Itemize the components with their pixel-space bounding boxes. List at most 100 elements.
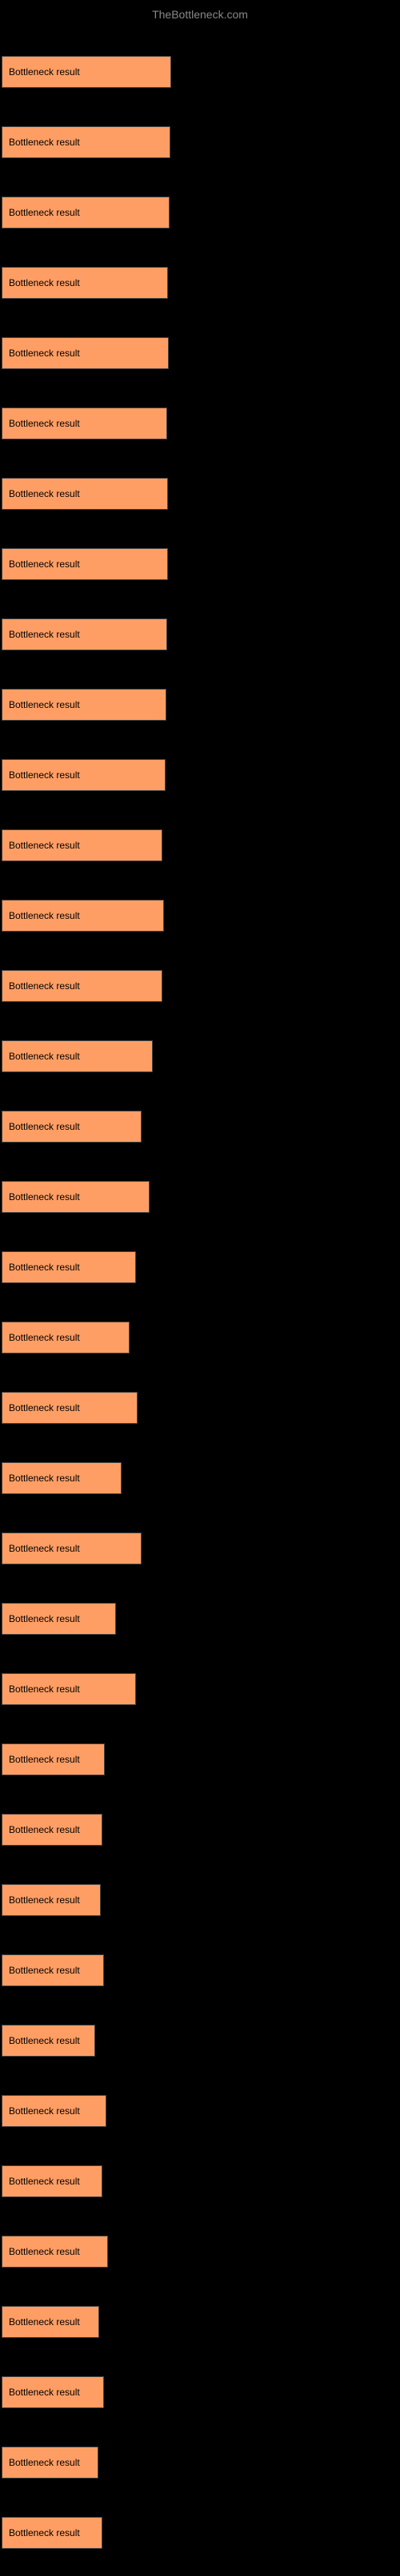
bar-track: Bottleneck result — [2, 2165, 274, 2197]
bar-track: Bottleneck result — [2, 2306, 274, 2338]
bar: Bottleneck result — [2, 407, 167, 439]
bar-inside-label: Bottleneck result — [9, 1051, 80, 1062]
bar-track: Bottleneck result — [2, 2095, 274, 2127]
bar-value-label: 44 — [126, 1473, 137, 1484]
bar-inside-label: Bottleneck result — [9, 1965, 80, 1976]
bar-row: Bottleneck result — [0, 2498, 400, 2549]
bar: Bottleneck result — [2, 1532, 142, 1564]
site-link[interactable]: TheBottleneck.com — [0, 8, 400, 21]
bar-track: Bottleneck result — [2, 1954, 274, 1986]
bar-inside-label: Bottleneck result — [9, 1402, 80, 1413]
bar-inside-label: Bottleneck result — [9, 559, 80, 570]
bar: Bottleneck result — [2, 689, 166, 721]
bar-track: Bottleneck result — [2, 2025, 274, 2057]
bar: Bottleneck result — [2, 2236, 108, 2268]
bar-track: Bottleneck result55.6% — [2, 1040, 274, 1072]
bar-inside-label: Bottleneck result — [9, 629, 80, 640]
bar: Bottleneck result — [2, 1954, 104, 1986]
bar-track: Bottleneck result — [2, 1603, 274, 1635]
bar-value-label: 60.9% — [172, 418, 199, 429]
bar-value-label: 49 — [141, 1262, 151, 1273]
bar: Bottleneck result — [2, 2165, 102, 2197]
bar-track: Bottleneck result60.7% — [2, 689, 274, 721]
bar: Bottleneck result — [2, 1392, 138, 1424]
bar: Bottleneck result — [2, 829, 162, 861]
bar-value-label: 61.7% — [174, 207, 202, 218]
bar-track: Bottleneck result 60.9% — [2, 407, 274, 439]
bar: Bottleneck result — [2, 197, 170, 229]
bar: Bottleneck result — [2, 548, 168, 580]
bar-row: Bottleneck result — [0, 1584, 400, 1635]
bar-track: Bottleneck result54.3 — [2, 1181, 274, 1213]
bar-track: Bottleneck result — [2, 1743, 274, 1775]
bar-row: Bottleneck result4 — [0, 1302, 400, 1354]
bar-row: Bottleneck result 51. — [0, 1091, 400, 1143]
bar: Bottleneck result — [2, 1040, 153, 1072]
bar-track: Bottleneck result4 — [2, 1322, 274, 1354]
bar: Bottleneck result — [2, 1251, 136, 1283]
bar: Bottleneck result — [2, 1814, 102, 1846]
bar-row: Bottleneck result 49 — [0, 1232, 400, 1283]
bar-row: Bottleneck result — [0, 2357, 400, 2408]
bar-row: Bottleneck result60.9% — [0, 599, 400, 650]
bar-track: Bottleneck result — [2, 1884, 274, 1916]
bottleneck-chart: TheBottleneck.com Bottleneck result62.3%… — [0, 0, 400, 2576]
bar-row: Bottleneck result59.6% — [0, 881, 400, 932]
bar: Bottleneck result — [2, 1673, 136, 1705]
bar-track: Bottleneck result49 — [2, 1673, 274, 1705]
bar: Bottleneck result — [2, 2376, 104, 2408]
bar-row: Bottleneck result55.6% — [0, 1021, 400, 1072]
bar-inside-label: Bottleneck result — [9, 2316, 80, 2328]
bar-row: Bottleneck result61.3% — [0, 529, 400, 580]
bar: Bottleneck result — [2, 2306, 99, 2338]
bar: Bottleneck result — [2, 970, 162, 1002]
bar-row: Bottleneck result — [0, 2427, 400, 2479]
bar-track: Bottleneck result60.9% — [2, 618, 274, 650]
bar-value-label: 51. — [146, 1121, 160, 1132]
bar-inside-label: Bottleneck result — [9, 2035, 80, 2046]
bar-inside-label: Bottleneck result — [9, 1262, 80, 1273]
bar-inside-label: Bottleneck result — [9, 2176, 80, 2187]
bar-row: Bottleneck result59.2% — [0, 810, 400, 861]
bar-track: Bottleneck result61.3% — [2, 548, 274, 580]
bar-track: Bottleneck result — [2, 2236, 274, 2268]
bar-row: Bottleneck result44 — [0, 1443, 400, 1494]
bar-track: Bottleneck result 49 — [2, 1251, 274, 1283]
bar-track: Bottleneck result62.3% — [2, 56, 274, 88]
bar-inside-label: Bottleneck result — [9, 207, 80, 218]
bar-track: Bottleneck result — [2, 1814, 274, 1846]
bar-row: Bottleneck result — [0, 1724, 400, 1775]
bar-row: Bottleneck result — [0, 1935, 400, 1986]
bar-inside-label: Bottleneck result — [9, 277, 80, 288]
bar-inside-label: Bottleneck result — [9, 1121, 80, 1132]
bar-inside-label: Bottleneck result — [9, 348, 80, 359]
bar-inside-label: Bottleneck result — [9, 769, 80, 781]
bar-row: Bottleneck result61.5% — [0, 318, 400, 369]
bar-track: Bottleneck result50 — [2, 1392, 274, 1424]
bar-value-label: 51. — [146, 1543, 160, 1554]
bar-value-label: 62.1% — [175, 137, 202, 148]
bar-inside-label: Bottleneck result — [9, 66, 80, 78]
bar-inside-label: Bottleneck result — [9, 840, 80, 851]
bar-row: Bottleneck result — [0, 1795, 400, 1846]
bar-track: Bottleneck result59.2% — [2, 829, 274, 861]
bar: Bottleneck result — [2, 759, 166, 791]
bar: Bottleneck result — [2, 900, 164, 932]
bar-row: Bottleneck result — [0, 2006, 400, 2057]
bar: Bottleneck result — [2, 2517, 102, 2549]
bar-inside-label: Bottleneck result — [9, 1824, 80, 1835]
bar-track: Bottleneck result60.2% — [2, 759, 274, 791]
bar-inside-label: Bottleneck result — [9, 488, 80, 499]
bar-row: Bottleneck result — [0, 2146, 400, 2197]
bar-row: Bottleneck result — [0, 2076, 400, 2127]
bar-inside-label: Bottleneck result — [9, 1684, 80, 1695]
bar-value-label: 61.3% — [173, 488, 200, 499]
bar: Bottleneck result — [2, 2095, 106, 2127]
bar: Bottleneck result — [2, 2025, 95, 2057]
bar: Bottleneck result — [2, 126, 170, 158]
bar-inside-label: Bottleneck result — [9, 1543, 80, 1554]
bar-inside-label: Bottleneck result — [9, 699, 80, 710]
bar-track: Bottleneck result 61.3% — [2, 478, 274, 510]
bar-inside-label: Bottleneck result — [9, 1613, 80, 1624]
bar-inside-label: Bottleneck result — [9, 2387, 80, 2398]
